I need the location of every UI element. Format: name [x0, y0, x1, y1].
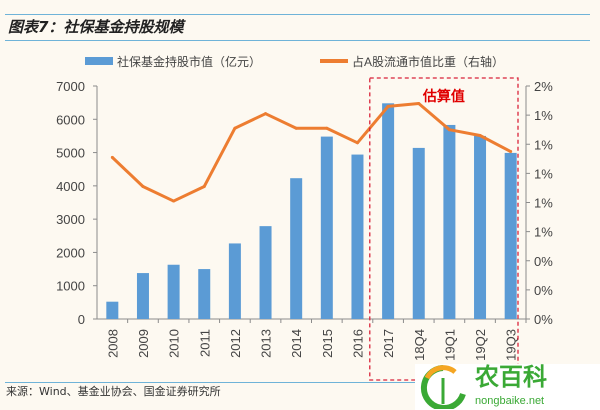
right-tick-label: 2%: [534, 79, 553, 94]
right-tick-label: 1%: [534, 196, 553, 211]
ratio-point: [509, 150, 513, 154]
x-tick-label: 2009: [136, 329, 151, 358]
title-rule: [5, 40, 590, 41]
x-tick-label: 2013: [259, 329, 274, 358]
x-tick-label: 19Q3: [504, 329, 519, 361]
footer-rule: [5, 382, 415, 383]
ratio-point: [141, 184, 145, 188]
x-tick-label: 2017: [381, 329, 396, 358]
bar-2015: [320, 136, 333, 319]
x-tick-label: 2016: [350, 329, 365, 358]
ratio-point: [110, 155, 114, 159]
ratio-point: [233, 126, 237, 130]
x-tick-label: 19Q1: [442, 329, 457, 361]
ratio-point: [355, 141, 359, 145]
right-tick-label: 1%: [534, 108, 553, 123]
left-tick-label: 5000: [56, 146, 85, 161]
watermark-url: nongbaike.net: [475, 395, 545, 407]
x-tick-label: 2008: [105, 329, 120, 358]
ratio-point: [478, 134, 482, 138]
bar-2013: [259, 226, 272, 319]
bar-2016: [351, 154, 364, 319]
figure-title: 图表7：社保基金持股规模: [8, 18, 184, 36]
x-tick-label: 2015: [320, 329, 335, 358]
ratio-line: [111, 101, 512, 203]
x-tick-label: 2014: [289, 329, 304, 358]
ratio-point: [325, 126, 329, 130]
left-tick-label: 4000: [56, 179, 85, 194]
left-tick-label: 3000: [56, 212, 85, 227]
bar-2008: [106, 301, 119, 319]
left-tick-label: 7000: [56, 79, 85, 94]
estimate-label: 估算值: [422, 88, 465, 104]
left-tick-label: 1000: [56, 279, 85, 294]
right-tick-label: 1%: [534, 225, 553, 240]
ratio-point: [172, 199, 176, 203]
bar-2012: [228, 243, 241, 319]
left-tick-label: 2000: [56, 245, 85, 260]
legend-bar-swatch: [85, 57, 113, 65]
right-tick-label: 1%: [534, 137, 553, 152]
right-tick-label: 0%: [534, 312, 553, 327]
right-tick-label: 0%: [534, 283, 553, 298]
estimate-box: [369, 77, 519, 381]
bar-19Q2: [474, 135, 487, 319]
ratio-point: [202, 184, 206, 188]
x-tick-label: 2012: [228, 329, 243, 358]
ratio-point: [386, 104, 390, 108]
watermark-name: 农百科: [475, 363, 547, 391]
legend-bar-label: 社保基金持股市值（亿元）: [117, 54, 261, 69]
bar-2017: [382, 103, 395, 320]
right-tick-label: 1%: [534, 166, 553, 181]
ratio-point: [447, 128, 451, 132]
bar-2014: [290, 178, 303, 319]
bar-2011: [198, 269, 211, 319]
ratio-point: [417, 101, 421, 105]
right-tick-label: 0%: [534, 254, 553, 269]
legend-line-swatch: [320, 59, 348, 63]
x-tick-label: 2010: [167, 329, 182, 358]
source-note: 来源：Wind、基金业协会、国金证券研究所: [6, 385, 221, 398]
bar-19Q1: [443, 124, 456, 320]
bar-2009: [136, 273, 149, 319]
x-tick-label: 2011: [197, 329, 212, 357]
top-rule: [5, 14, 590, 15]
left-tick-label: 0: [78, 312, 85, 327]
ratio-point: [264, 112, 268, 116]
legend-line-label: 占A股流通市值比重（右轴）: [352, 54, 504, 69]
x-tick-label: 19Q2: [473, 329, 488, 361]
ratio-point: [294, 126, 298, 130]
left-tick-label: 6000: [56, 112, 85, 127]
bar-2010: [167, 264, 180, 319]
watermark-logo: 农百科 nongbaike.net: [415, 364, 600, 410]
wheat-logo-icon: [420, 365, 466, 410]
bar-19Q3: [504, 152, 517, 319]
x-tick-label: 18Q4: [412, 329, 427, 361]
bar-18Q4: [412, 147, 425, 319]
